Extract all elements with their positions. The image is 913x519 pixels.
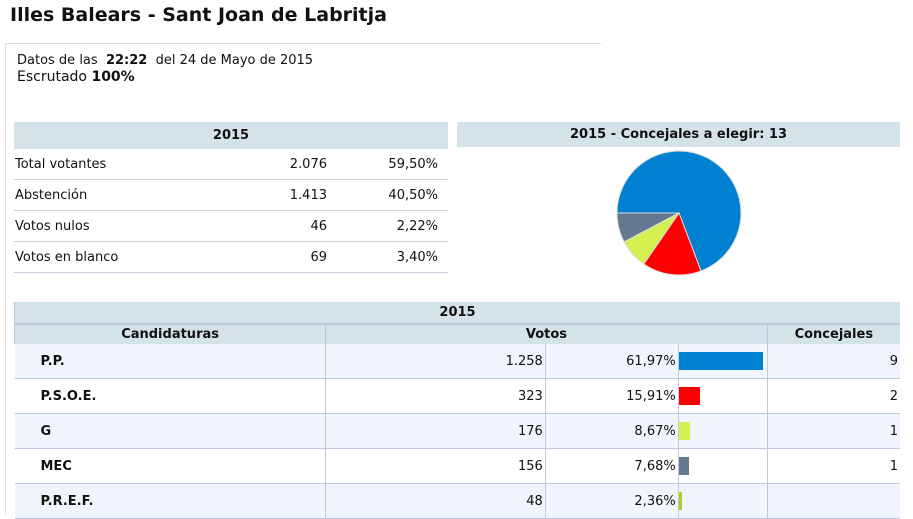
summary-value: 69 bbox=[216, 241, 337, 273]
summary-value: 2.076 bbox=[216, 149, 337, 180]
page-title: Illes Balears - Sant Joan de Labritja bbox=[10, 4, 387, 26]
party-seats: 2 bbox=[766, 378, 900, 414]
party-votes: 1.258 bbox=[325, 344, 546, 379]
party-pct: 8,67% bbox=[544, 413, 679, 449]
summary-row: Total votantes 2.076 59,50% bbox=[14, 149, 448, 180]
time: 22:22 bbox=[105, 53, 148, 68]
party-votes: 156 bbox=[325, 448, 546, 484]
party-seats bbox=[766, 483, 900, 519]
data-time: Datos de las 22:22 del 24 de Mayo de 201… bbox=[17, 53, 313, 68]
pie-header: 2015 - Concejales a elegir: 13 bbox=[457, 122, 900, 147]
party-votes: 323 bbox=[325, 378, 546, 414]
summary-pct: 40,50% bbox=[337, 179, 448, 211]
party-name: P.P. bbox=[14, 344, 326, 379]
party-votes: 48 bbox=[325, 483, 546, 519]
escrutado-value: 100% bbox=[91, 69, 135, 85]
party-seats: 1 bbox=[766, 413, 900, 449]
summary-label: Votos en blanco bbox=[14, 241, 216, 273]
party-name: MEC bbox=[14, 448, 326, 484]
summary-pct: 2,22% bbox=[337, 210, 448, 242]
pie-slice bbox=[616, 212, 680, 243]
summary-label: Abstención bbox=[14, 179, 216, 211]
result-row: G 176 8,67% 1 bbox=[14, 413, 900, 449]
result-row: MEC 156 7,68% 1 bbox=[14, 448, 900, 484]
summary-header: 2015 bbox=[14, 122, 448, 149]
escrutado-label: Escrutado bbox=[17, 69, 87, 85]
escrutado: Escrutado 100% bbox=[17, 69, 135, 85]
party-vote-bar bbox=[678, 457, 690, 475]
party-pct: 61,97% bbox=[544, 344, 679, 379]
summary-label: Votos nulos bbox=[14, 210, 216, 242]
party-votes: 176 bbox=[325, 413, 546, 449]
seats-pie-chart bbox=[616, 150, 742, 276]
party-vote-bar bbox=[678, 352, 763, 370]
summary-row: Votos en blanco 69 3,40% bbox=[14, 241, 448, 273]
party-name: P.R.E.F. bbox=[14, 483, 326, 519]
result-row: P.P. 1.258 61,97% 9 bbox=[14, 344, 900, 379]
result-row: P.S.O.E. 323 15,91% 2 bbox=[14, 378, 900, 414]
party-name: P.S.O.E. bbox=[14, 378, 326, 414]
summary-label: Total votantes bbox=[14, 149, 216, 180]
summary-value: 1.413 bbox=[216, 179, 337, 211]
col-concejales: Concejales bbox=[766, 324, 900, 344]
party-seats: 1 bbox=[766, 448, 900, 484]
pie-slice bbox=[616, 150, 742, 272]
datos-label: Datos de las bbox=[17, 53, 98, 68]
party-vote-bar bbox=[678, 422, 691, 440]
pie-slice bbox=[643, 211, 702, 276]
results-year: 2015 bbox=[14, 302, 900, 325]
party-name: G bbox=[14, 413, 326, 449]
results-table: 2015 Candidaturas Votos Concejales P.P. 1… bbox=[13, 302, 900, 519]
result-row: P.R.E.F. 48 2,36% bbox=[14, 483, 900, 519]
summary-row: Abstención 1.413 40,50% bbox=[14, 179, 448, 211]
col-votos: Votos bbox=[325, 324, 768, 344]
party-vote-bar bbox=[678, 387, 701, 405]
summary-pct: 59,50% bbox=[337, 149, 448, 180]
col-candidaturas: Candidaturas bbox=[13, 324, 326, 344]
summary-table: 2015 Total votantes 2.076 59,50% Abstención… bbox=[14, 122, 448, 273]
party-pct: 7,68% bbox=[544, 448, 679, 484]
party-vote-bar bbox=[678, 492, 682, 510]
summary-row: Votos nulos 46 2,22% bbox=[14, 210, 448, 242]
party-seats: 9 bbox=[766, 344, 900, 379]
party-pct: 2,36% bbox=[544, 483, 679, 519]
party-pct: 15,91% bbox=[544, 378, 679, 414]
summary-value: 46 bbox=[216, 210, 337, 242]
info-box: Datos de las 22:22 del 24 de Mayo de 201… bbox=[5, 43, 601, 514]
summary-pct: 3,40% bbox=[337, 241, 448, 273]
date: del 24 de Mayo de 2015 bbox=[155, 53, 314, 68]
